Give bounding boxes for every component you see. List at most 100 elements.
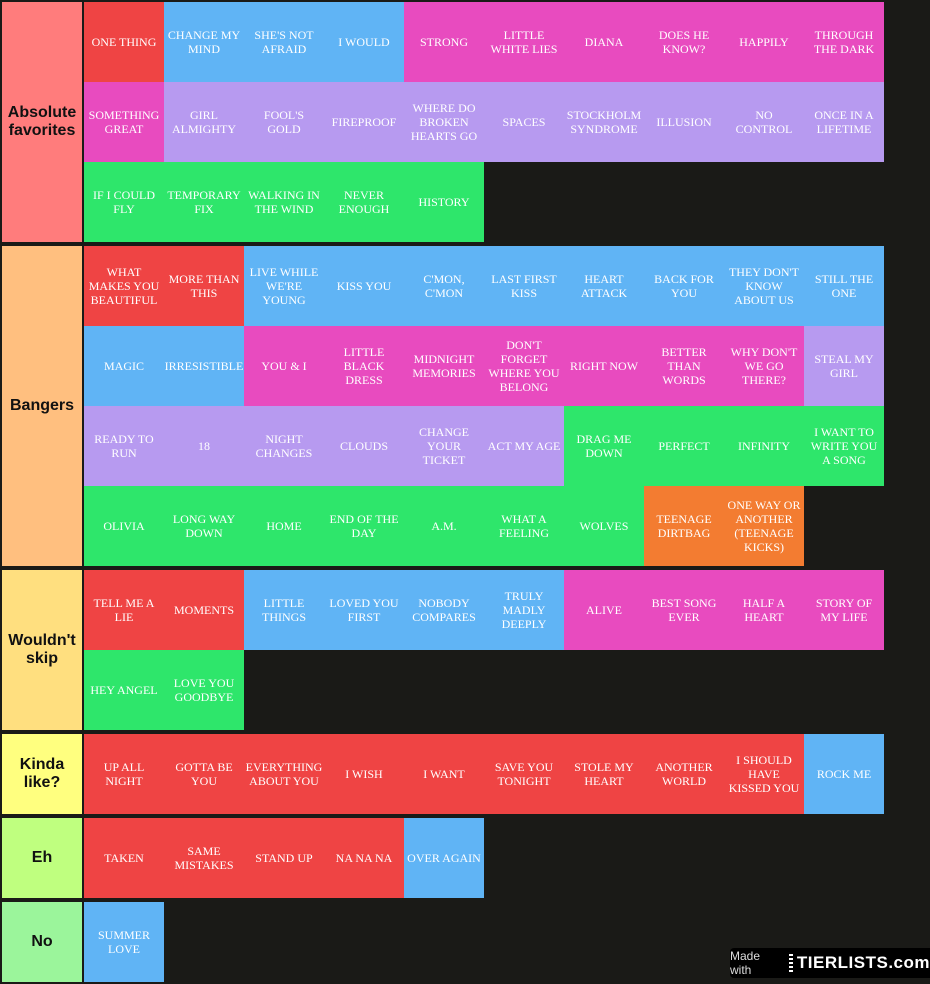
- song-tile[interactable]: MIDNIGHT MEMORIES: [404, 326, 484, 406]
- song-tile[interactable]: THROUGH THE DARK: [804, 2, 884, 82]
- song-tile[interactable]: UP ALL NIGHT: [84, 734, 164, 814]
- song-tile[interactable]: END OF THE DAY: [324, 486, 404, 566]
- song-tile[interactable]: LITTLE WHITE LIES: [484, 2, 564, 82]
- song-tile[interactable]: WHERE DO BROKEN HEARTS GO: [404, 82, 484, 162]
- song-tile[interactable]: SHE'S NOT AFRAID: [244, 2, 324, 82]
- song-tile[interactable]: OLIVIA: [84, 486, 164, 566]
- song-tile[interactable]: HALF A HEART: [724, 570, 804, 650]
- song-tile[interactable]: A.M.: [404, 486, 484, 566]
- song-tile[interactable]: HOME: [244, 486, 324, 566]
- song-tile[interactable]: IRRESISTIBLE: [164, 326, 244, 406]
- song-tile[interactable]: STAND UP: [244, 818, 324, 898]
- song-tile[interactable]: THEY DON'T KNOW ABOUT US: [724, 246, 804, 326]
- song-tile[interactable]: RIGHT NOW: [564, 326, 644, 406]
- song-tile[interactable]: ONCE IN A LIFETIME: [804, 82, 884, 162]
- song-tile[interactable]: I SHOULD HAVE KISSED YOU: [724, 734, 804, 814]
- song-tile[interactable]: NO CONTROL: [724, 82, 804, 162]
- song-tile[interactable]: STORY OF MY LIFE: [804, 570, 884, 650]
- song-tile[interactable]: MOMENTS: [164, 570, 244, 650]
- song-tile[interactable]: GIRL ALMIGHTY: [164, 82, 244, 162]
- song-tile[interactable]: NOBODY COMPARES: [404, 570, 484, 650]
- song-tile[interactable]: HAPPILY: [724, 2, 804, 82]
- song-tile[interactable]: READY TO RUN: [84, 406, 164, 486]
- song-tile[interactable]: TEENAGE DIRTBAG: [644, 486, 724, 566]
- song-tile[interactable]: CHANGE YOUR TICKET: [404, 406, 484, 486]
- song-tile[interactable]: DIANA: [564, 2, 644, 82]
- song-tile[interactable]: EVERYTHING ABOUT YOU: [244, 734, 324, 814]
- tier-label[interactable]: Kinda like?: [2, 734, 82, 814]
- song-tile[interactable]: PERFECT: [644, 406, 724, 486]
- song-tile[interactable]: TELL ME A LIE: [84, 570, 164, 650]
- song-tile[interactable]: SOMETHING GREAT: [84, 82, 164, 162]
- song-tile[interactable]: ILLUSION: [644, 82, 724, 162]
- song-tile[interactable]: LIVE WHILE WE'RE YOUNG: [244, 246, 324, 326]
- song-tile[interactable]: NEVER ENOUGH: [324, 162, 404, 242]
- song-tile[interactable]: STILL THE ONE: [804, 246, 884, 326]
- song-tile[interactable]: INFINITY: [724, 406, 804, 486]
- song-tile[interactable]: I WOULD: [324, 2, 404, 82]
- song-tile[interactable]: FOOL'S GOLD: [244, 82, 324, 162]
- song-tile[interactable]: ANOTHER WORLD: [644, 734, 724, 814]
- song-tile[interactable]: CHANGE MY MIND: [164, 2, 244, 82]
- song-tile[interactable]: LOVED YOU FIRST: [324, 570, 404, 650]
- song-tile[interactable]: LONG WAY DOWN: [164, 486, 244, 566]
- song-tile[interactable]: STOCKHOLM SYNDROME: [564, 82, 644, 162]
- song-tile[interactable]: STOLE MY HEART: [564, 734, 644, 814]
- song-tile[interactable]: OVER AGAIN: [404, 818, 484, 898]
- song-tile[interactable]: STEAL MY GIRL: [804, 326, 884, 406]
- song-tile[interactable]: YOU & I: [244, 326, 324, 406]
- song-tile[interactable]: MAGIC: [84, 326, 164, 406]
- song-tile[interactable]: TEMPORARY FIX: [164, 162, 244, 242]
- song-tile[interactable]: DON'T FORGET WHERE YOU BELONG: [484, 326, 564, 406]
- song-tile[interactable]: DOES HE KNOW?: [644, 2, 724, 82]
- song-tile[interactable]: I WISH: [324, 734, 404, 814]
- song-tile[interactable]: MORE THAN THIS: [164, 246, 244, 326]
- tier-items: UP ALL NIGHT GOTTA BE YOU EVERYTHING ABOUT…: [84, 734, 884, 814]
- tier-label[interactable]: Wouldn't skip: [2, 570, 82, 730]
- song-tile[interactable]: LITTLE THINGS: [244, 570, 324, 650]
- song-tile[interactable]: WALKING IN THE WIND: [244, 162, 324, 242]
- song-tile[interactable]: TRULY MADLY DEEPLY: [484, 570, 564, 650]
- song-tile[interactable]: TAKEN: [84, 818, 164, 898]
- song-tile[interactable]: LAST FIRST KISS: [484, 246, 564, 326]
- song-tile[interactable]: ONE THING: [84, 2, 164, 82]
- song-tile[interactable]: LOVE YOU GOODBYE: [164, 650, 244, 730]
- song-tile[interactable]: FIREPROOF: [324, 82, 404, 162]
- tier-row: Absolute favorites ONE THING CHANGE MY MIN…: [0, 0, 930, 244]
- song-tile[interactable]: NIGHT CHANGES: [244, 406, 324, 486]
- song-tile[interactable]: HISTORY: [404, 162, 484, 242]
- song-tile[interactable]: BETTER THAN WORDS: [644, 326, 724, 406]
- song-tile[interactable]: DRAG ME DOWN: [564, 406, 644, 486]
- song-tile[interactable]: SPACES: [484, 82, 564, 162]
- song-tile[interactable]: I WANT: [404, 734, 484, 814]
- song-tile[interactable]: GOTTA BE YOU: [164, 734, 244, 814]
- song-tile[interactable]: WHAT MAKES YOU BEAUTIFUL: [84, 246, 164, 326]
- song-tile[interactable]: WHY DON'T WE GO THERE?: [724, 326, 804, 406]
- song-tile[interactable]: WOLVES: [564, 486, 644, 566]
- song-tile[interactable]: ROCK ME: [804, 734, 884, 814]
- tier-label[interactable]: No: [2, 902, 82, 982]
- tier-label[interactable]: Eh: [2, 818, 82, 898]
- song-tile[interactable]: ONE WAY OR ANOTHER (TEENAGE KICKS): [724, 486, 804, 566]
- song-tile[interactable]: SAVE YOU TONIGHT: [484, 734, 564, 814]
- song-tile[interactable]: C'MON, C'MON: [404, 246, 484, 326]
- song-tile[interactable]: CLOUDS: [324, 406, 404, 486]
- song-tile[interactable]: BACK FOR YOU: [644, 246, 724, 326]
- song-tile[interactable]: NA NA NA: [324, 818, 404, 898]
- song-tile[interactable]: ALIVE: [564, 570, 644, 650]
- song-tile[interactable]: BEST SONG EVER: [644, 570, 724, 650]
- song-tile[interactable]: IF I COULD FLY: [84, 162, 164, 242]
- song-tile[interactable]: I WANT TO WRITE YOU A SONG: [804, 406, 884, 486]
- song-tile[interactable]: HEY ANGEL: [84, 650, 164, 730]
- song-tile[interactable]: STRONG: [404, 2, 484, 82]
- song-tile[interactable]: LITTLE BLACK DRESS: [324, 326, 404, 406]
- song-tile[interactable]: ACT MY AGE: [484, 406, 564, 486]
- song-tile[interactable]: 18: [164, 406, 244, 486]
- song-tile[interactable]: HEART ATTACK: [564, 246, 644, 326]
- tier-label[interactable]: Bangers: [2, 246, 82, 566]
- song-tile[interactable]: KISS YOU: [324, 246, 404, 326]
- tier-label[interactable]: Absolute favorites: [2, 2, 82, 242]
- song-tile[interactable]: SUMMER LOVE: [84, 902, 164, 982]
- song-tile[interactable]: WHAT A FEELING: [484, 486, 564, 566]
- song-tile[interactable]: SAME MISTAKES: [164, 818, 244, 898]
